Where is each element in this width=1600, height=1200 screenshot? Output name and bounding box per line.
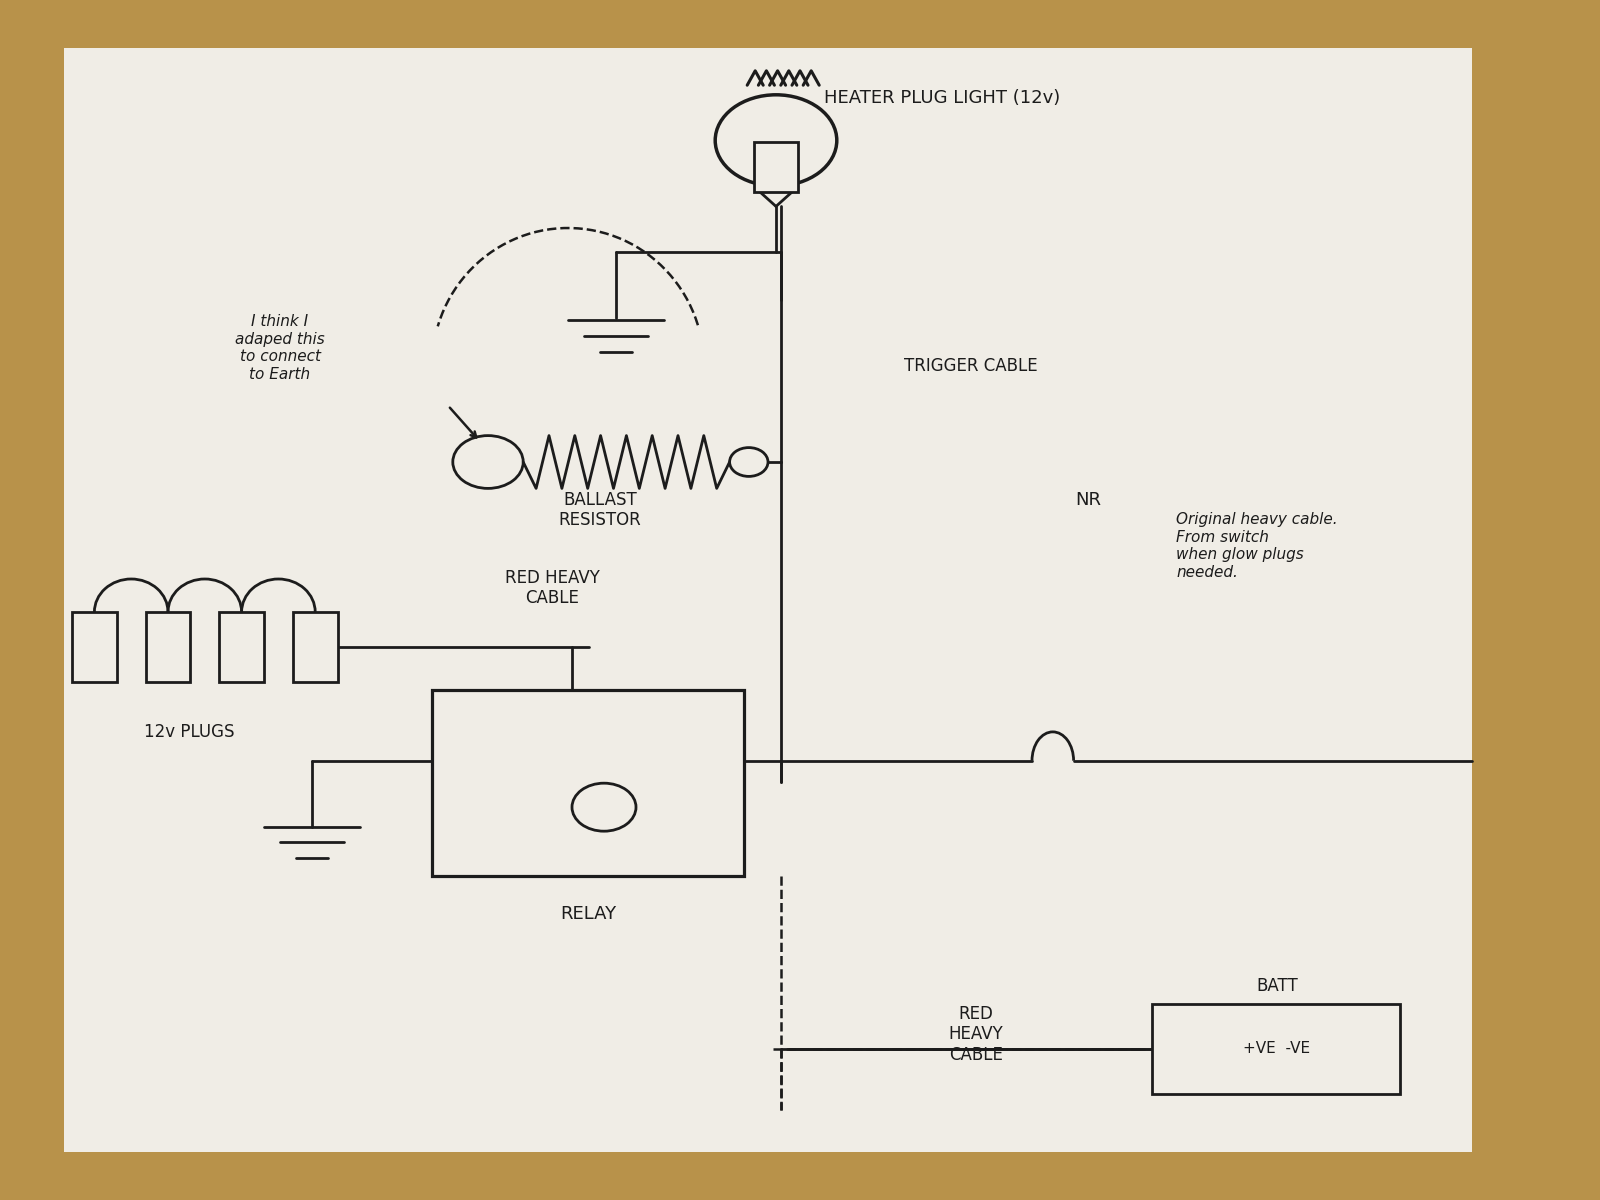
Text: Original heavy cable.
From switch
when glow plugs
needed.: Original heavy cable. From switch when g… [1176,512,1338,580]
Text: 12v PLUGS: 12v PLUGS [144,722,234,740]
FancyBboxPatch shape [219,612,264,682]
Text: NR: NR [1075,492,1101,509]
Text: TRIGGER CABLE: TRIGGER CABLE [904,358,1038,374]
FancyBboxPatch shape [64,48,1472,1152]
Text: I think I
adaped this
to connect
to Earth: I think I adaped this to connect to Eart… [235,314,325,382]
FancyBboxPatch shape [432,690,744,876]
FancyBboxPatch shape [754,142,798,192]
FancyBboxPatch shape [72,612,117,682]
Text: BALLAST
RESISTOR: BALLAST RESISTOR [558,491,642,529]
FancyBboxPatch shape [146,612,190,682]
Text: +VE  -VE: +VE -VE [1243,1042,1310,1056]
Text: RELAY: RELAY [560,905,618,924]
FancyBboxPatch shape [1152,1004,1400,1094]
Text: BATT: BATT [1256,977,1298,996]
Text: HEATER PLUG LIGHT (12v): HEATER PLUG LIGHT (12v) [824,89,1061,107]
FancyBboxPatch shape [293,612,338,682]
Text: RED HEAVY
CABLE: RED HEAVY CABLE [504,569,600,607]
Text: RED
HEAVY
CABLE: RED HEAVY CABLE [949,1004,1003,1064]
